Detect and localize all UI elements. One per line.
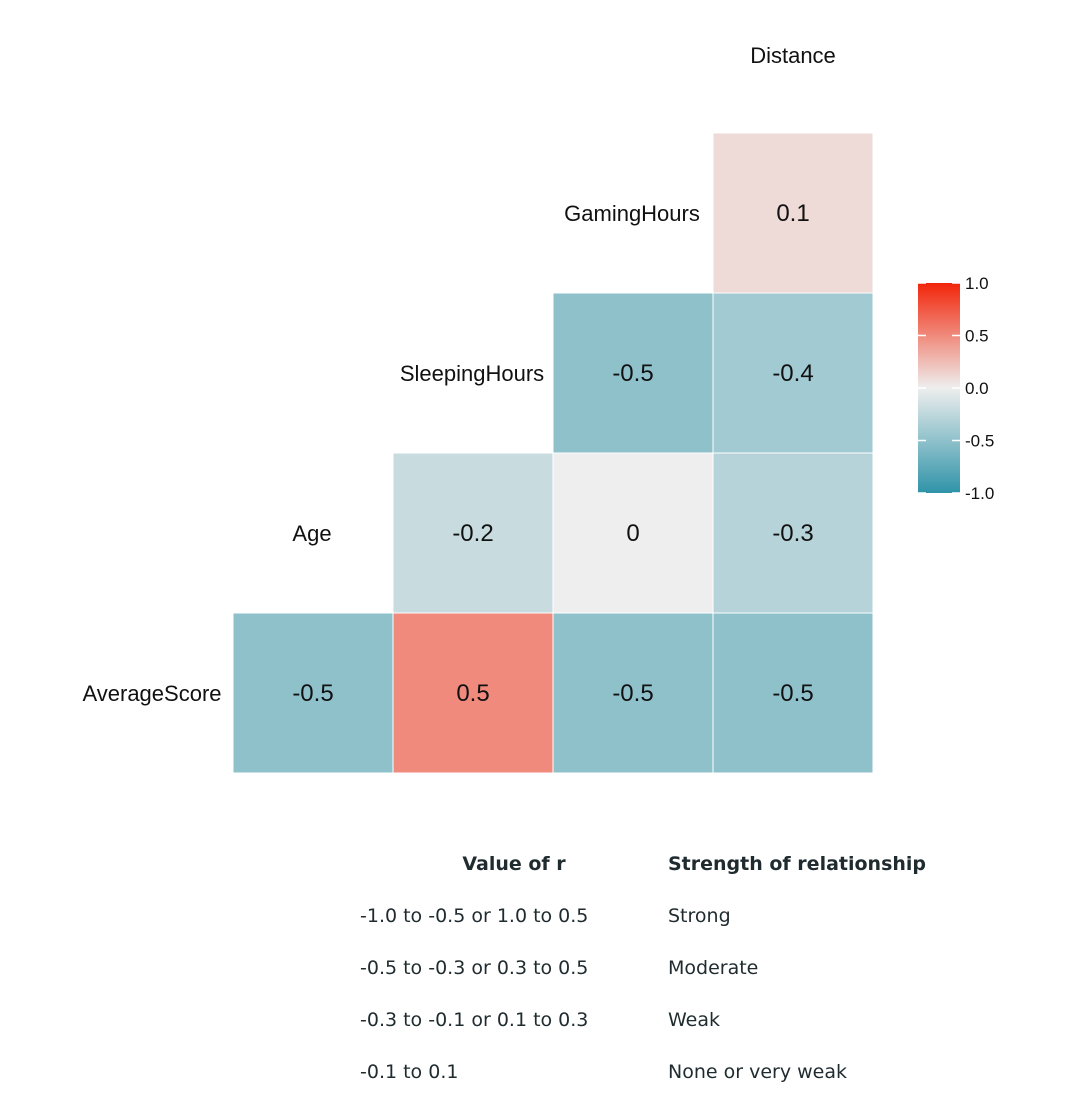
strength-cell: None or very weak (668, 1061, 847, 1083)
table-row: -1.0 to -0.5 or 1.0 to 0.5 Strong (360, 890, 926, 942)
cell-value-label: -0.2 (452, 520, 493, 547)
cell-value-label: -0.5 (292, 680, 333, 707)
cell-value-label: -0.5 (612, 680, 653, 707)
table-row: -0.5 to -0.3 or 0.3 to 0.5 Moderate (360, 942, 926, 994)
cell-value-label: 0 (626, 520, 639, 547)
colorbar: 1.0 0.5 0.0 -0.5 -1.0 (918, 274, 994, 503)
heatmap-cell-Age-GamingHours (552, 452, 714, 614)
cell-value-label: -0.3 (772, 520, 813, 547)
colorbar-tick-label: 0.5 (965, 327, 989, 346)
heatmap-cell-AverageScore-Distance (712, 612, 874, 774)
column-header-strength: Strength of relationship (668, 853, 927, 875)
heatmap-cell-GamingHours-Distance (712, 132, 874, 294)
range-cell: -0.5 to -0.3 or 0.3 to 0.5 (360, 957, 589, 979)
cell-value-label: -0.4 (772, 360, 813, 387)
heatmap-cell-Age-SleepingHours (392, 452, 554, 614)
variable-label-Age: Age (292, 521, 331, 546)
heatmap-cell-AverageScore-GamingHours (552, 612, 714, 774)
variable-labels: AverageScore Age SleepingHours GamingHours D… (82, 43, 835, 706)
cell-value-label: 0.1 (776, 200, 809, 227)
cell-value-label: -0.5 (772, 680, 813, 707)
heatmap-cell-Age-Distance (712, 452, 874, 614)
strength-cell: Strong (668, 905, 731, 927)
cell-value-label: -0.5 (612, 360, 653, 387)
correlation-heatmap: 0.1 -0.5 -0.4 -0.2 0 -0.3 -0.5 0.5 -0.5 -0.5 Aver… (82, 43, 994, 774)
variable-label-SleepingHours: SleepingHours (400, 361, 544, 386)
column-header-value-of-r: Value of r (462, 853, 566, 875)
range-cell: -1.0 to -0.5 or 1.0 to 0.5 (360, 905, 589, 927)
heatmap-cell-SleepingHours-GamingHours (552, 292, 714, 454)
table-header-row: Value of r Strength of relationship (360, 838, 926, 890)
range-cell: -0.1 to 0.1 (360, 1061, 459, 1083)
variable-label-AverageScore: AverageScore (82, 681, 221, 706)
heatmap-cell-AverageScore-Age (232, 612, 394, 774)
range-cell: -0.3 to -0.1 or 0.1 to 0.3 (360, 1009, 589, 1031)
heatmap-cells: 0.1 -0.5 -0.4 -0.2 0 -0.3 -0.5 0.5 -0.5 -0.5 (232, 132, 874, 774)
correlation-strength-table: Value of r Strength of relationship -1.0… (360, 838, 926, 1098)
colorbar-tick-label: 1.0 (965, 274, 989, 293)
strength-cell: Weak (668, 1009, 721, 1031)
colorbar-tick-label: 0.0 (965, 379, 989, 398)
cell-value-label: 0.5 (456, 680, 489, 707)
colorbar-tick-label: -0.5 (965, 432, 994, 451)
colorbar-tick-label: -1.0 (965, 484, 994, 503)
heatmap-cell-SleepingHours-Distance (712, 292, 874, 454)
variable-label-GamingHours: GamingHours (564, 201, 700, 226)
table-row: -0.1 to 0.1 None or very weak (360, 1046, 926, 1098)
strength-cell: Moderate (668, 957, 759, 979)
variable-label-Distance: Distance (750, 43, 836, 68)
heatmap-cell-AverageScore-SleepingHours (392, 612, 554, 774)
table-row: -0.3 to -0.1 or 0.1 to 0.3 Weak (360, 994, 926, 1046)
